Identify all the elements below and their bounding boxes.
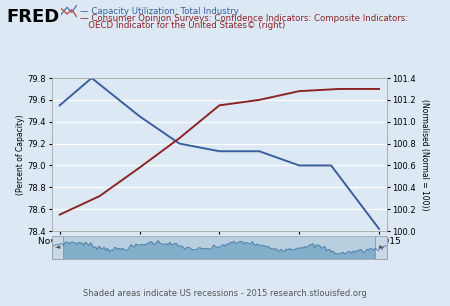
Text: — Consumer Opinion Surveys: Confidence Indicators: Composite Indicators:: — Consumer Opinion Surveys: Confidence I… [80, 14, 408, 23]
Text: FRED: FRED [7, 8, 60, 26]
FancyBboxPatch shape [52, 236, 63, 259]
Text: ►: ► [378, 244, 384, 250]
Text: Shaded areas indicate US recessions - 2015 research.stlouisfed.org: Shaded areas indicate US recessions - 20… [83, 289, 367, 298]
Text: — Capacity Utilization: Total Industry: — Capacity Utilization: Total Industry [80, 7, 239, 16]
FancyBboxPatch shape [375, 236, 387, 259]
Y-axis label: (Normalised (Normal = 100)): (Normalised (Normal = 100)) [420, 99, 429, 210]
Text: ◄: ◄ [55, 244, 60, 250]
Text: OECD Indicator for the United States© (right): OECD Indicator for the United States© (r… [80, 21, 285, 30]
Y-axis label: (Percent of Capacity): (Percent of Capacity) [16, 114, 25, 195]
